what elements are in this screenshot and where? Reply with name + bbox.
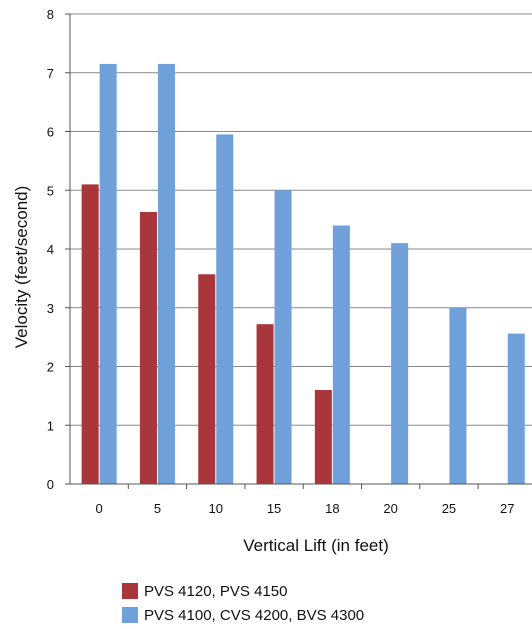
y-tick-labels: 0 1 2 3 4 5 6 7 8 [47, 7, 70, 492]
bar-series-2 [274, 190, 292, 484]
y-tick-label: 5 [47, 183, 54, 198]
x-tick-label: 20 [383, 501, 397, 516]
x-tick-labels: 0 5 10 15 18 20 25 27 [96, 484, 514, 516]
y-tick-label: 0 [47, 477, 54, 492]
y-tick-label: 1 [47, 418, 54, 433]
bar-series-2 [391, 243, 409, 484]
y-tick-label: 2 [47, 360, 54, 375]
legend-swatch [122, 607, 138, 623]
legend-label: PVS 4120, PVS 4150 [144, 582, 288, 600]
bar-series-2 [157, 63, 175, 484]
x-tick-label: 25 [442, 501, 456, 516]
legend-swatch [122, 583, 138, 599]
bar-series-1 [139, 211, 157, 485]
legend-item-series-2: PVS 4100, CVS 4200, BVS 4300 [122, 604, 364, 626]
legend-item-series-1: PVS 4120, PVS 4150 [122, 580, 364, 602]
y-axis-title: Velocity (feet/second) [12, 186, 31, 349]
bar-series-2 [449, 307, 467, 484]
bar-chart: 0 1 2 3 4 5 6 7 8 0 5 10 15 18 20 25 27 Vertical Lift (… [12, 7, 532, 555]
y-tick-label: 4 [47, 242, 54, 257]
bar-series-2 [507, 333, 525, 484]
x-axis-title: Vertical Lift (in feet) [243, 536, 389, 555]
legend: PVS 4120, PVS 4150 PVS 4100, CVS 4200, B… [122, 580, 364, 628]
x-tick-label: 5 [154, 501, 161, 516]
y-tick-label: 3 [47, 301, 54, 316]
legend-label: PVS 4100, CVS 4200, BVS 4300 [144, 606, 365, 624]
y-tick-label: 7 [47, 66, 54, 81]
bar-series-2 [332, 225, 350, 484]
bar-series-1 [198, 274, 216, 484]
bar-series-2 [216, 134, 234, 484]
bar-series-1 [256, 324, 274, 484]
x-tick-label: 18 [325, 501, 339, 516]
y-tick-label: 8 [47, 7, 54, 22]
x-tick-label: 27 [500, 501, 514, 516]
x-tick-label: 10 [209, 501, 223, 516]
bars [81, 63, 525, 485]
x-tick-label: 15 [267, 501, 281, 516]
bar-series-1 [314, 390, 332, 484]
bar-series-2 [99, 63, 117, 484]
y-tick-label: 6 [47, 125, 54, 140]
x-tick-label: 0 [96, 501, 103, 516]
bar-series-1 [81, 184, 99, 484]
